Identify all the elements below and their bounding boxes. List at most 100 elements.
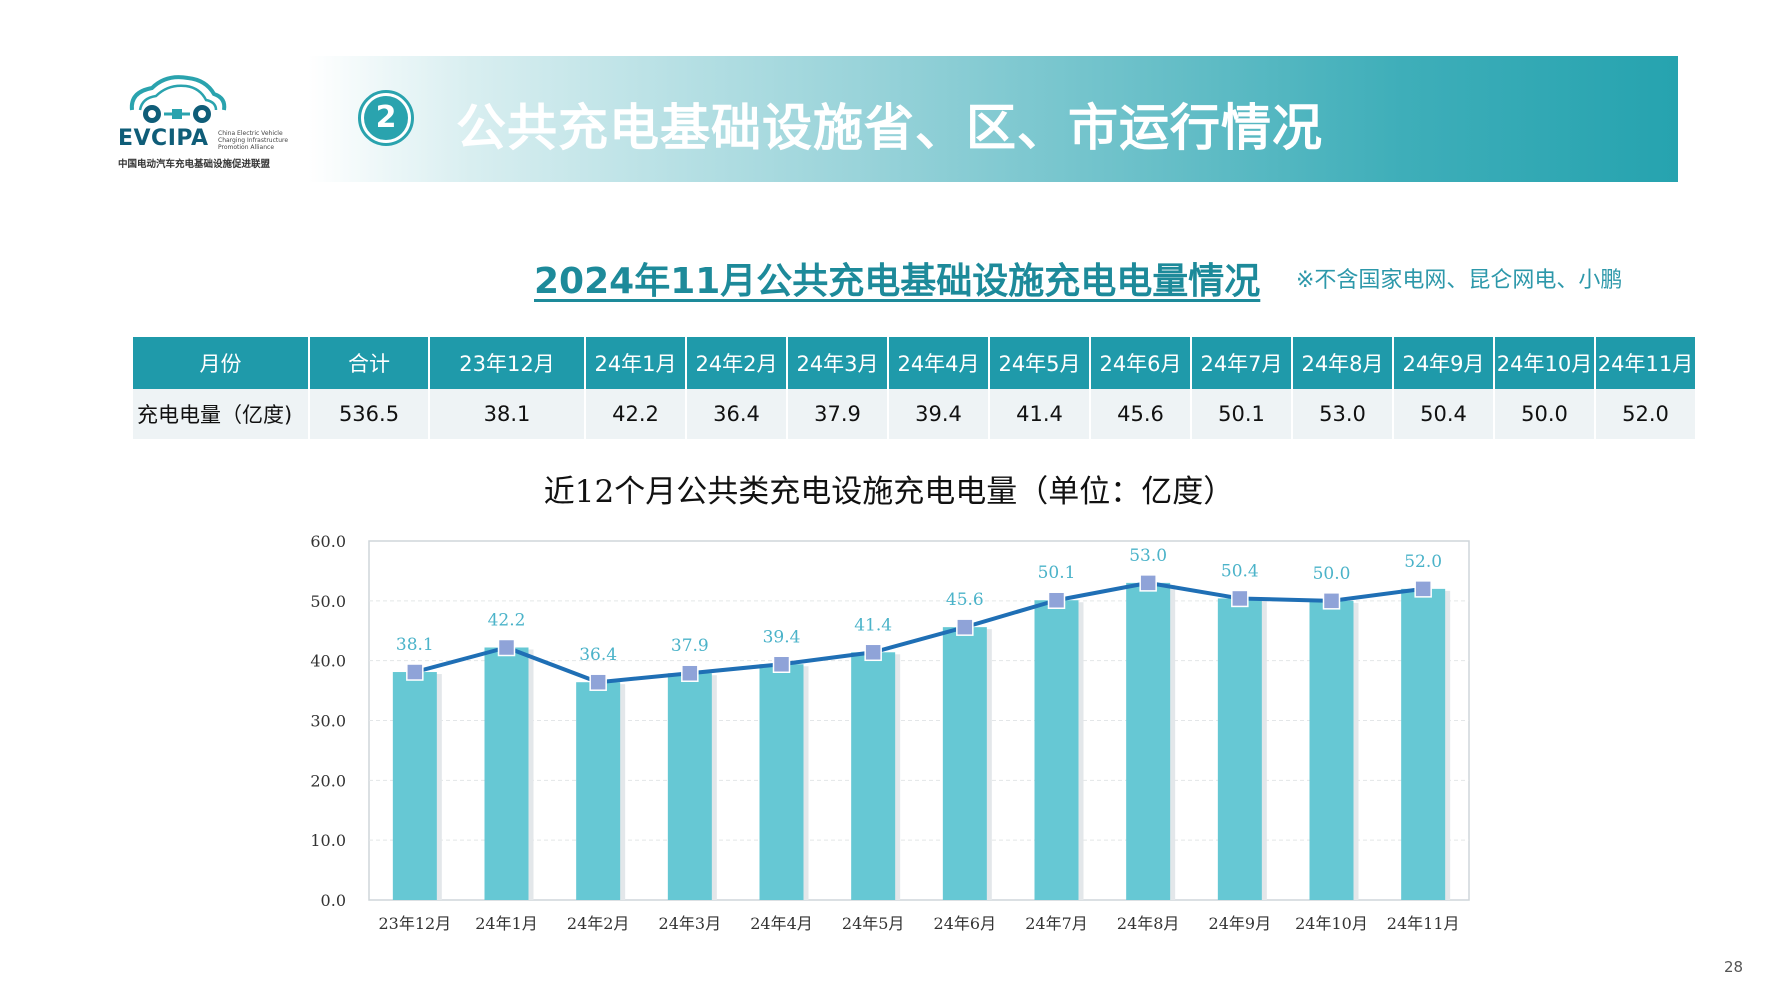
table-header-cell: 24年7月 [1191,337,1293,389]
data-label: 45.6 [946,590,984,610]
logo-name: EVCIPA [118,126,209,151]
table-cell: 39.4 [888,389,990,439]
bar [392,672,437,900]
data-label: 39.4 [763,627,801,647]
table-row-label: 充电电量（亿度) [133,389,310,439]
data-label: 53.0 [1129,546,1167,566]
line-marker [772,655,791,674]
data-label: 50.1 [1038,563,1076,583]
table-header-cell: 24年5月 [989,337,1091,389]
line-marker [1139,574,1157,592]
table-cell: 41.4 [989,389,1091,439]
table-header-cell: 23年12月 [429,337,586,389]
chart-title: 近12个月公共类充电设施充电电量（单位：亿度） [543,474,1235,510]
table-header-cell: 24年10月 [1494,337,1596,389]
x-tick-label: 24年4月 [750,914,813,933]
bar [576,682,621,900]
evcipa-logo: EVCIPA China Electric Vehicle Charging I… [118,70,298,180]
x-tick-label: 24年1月 [475,914,538,933]
y-tick-label: 30.0 [310,712,346,731]
x-tick-label: 24年8月 [1117,914,1180,933]
data-label: 52.0 [1404,552,1442,572]
x-tick-label: 24年5月 [842,914,905,933]
y-tick-label: 20.0 [310,771,346,790]
table-header-cell: 24年6月 [1090,337,1192,389]
table-header-cell: 24年11月 [1595,337,1697,389]
y-tick-label: 10.0 [310,831,346,850]
x-tick-label: 24年11月 [1387,914,1460,933]
line-marker [589,673,607,691]
bar [1309,600,1354,900]
table-cell: 42.2 [585,389,687,439]
line-marker [681,664,699,682]
data-label: 36.4 [579,645,617,665]
line-marker [497,638,516,657]
table-cell: 50.1 [1191,389,1293,439]
y-tick-label: 0.0 [321,891,346,910]
table-header-cell: 24年4月 [888,337,990,389]
table-header-cell: 合计 [309,337,430,389]
y-tick-label: 40.0 [310,652,346,671]
bar [1217,598,1262,900]
bar [759,664,804,900]
table-header-cell: 24年3月 [787,337,889,389]
line-marker [1231,589,1249,608]
data-label: 50.4 [1221,561,1259,581]
x-tick-label: 24年6月 [934,914,997,933]
x-tick-label: 24年2月 [567,914,630,933]
bar [1034,600,1079,900]
logo-chinese-name: 中国电动汽车充电基础设施促进联盟 [118,159,271,170]
bar [1126,582,1171,900]
line-marker [1322,592,1341,610]
table-cell: 50.4 [1393,389,1495,439]
bar [942,627,987,900]
table-cell: 38.1 [429,389,586,439]
x-tick-label: 24年9月 [1209,914,1272,933]
x-tick-label: 24年7月 [1025,914,1088,933]
table-cell: 52.0 [1595,389,1697,439]
line-marker [406,663,424,681]
x-tick-label: 24年10月 [1295,914,1368,933]
table-cell: 50.0 [1494,389,1596,439]
table-cell: 53.0 [1292,389,1394,439]
bar [667,673,712,900]
table-header-cell: 24年8月 [1292,337,1394,389]
table-header-cell: 24年2月 [686,337,788,389]
line-marker [864,643,882,662]
line-marker [1047,591,1066,609]
data-label: 42.2 [488,611,526,631]
y-tick-label: 60.0 [310,532,346,551]
section-subtitle: 2024年11月公共充电基础设施充电电量情况 [534,261,1261,302]
bar [851,652,896,900]
table-cell: 45.6 [1090,389,1192,439]
section-number-badge: 2 [358,90,414,146]
page-number: 28 [1724,958,1744,976]
series-line [414,580,1424,685]
exclusion-note: ※不含国家电网、昆仑网电、小鹏 [1296,268,1623,293]
data-label: 38.1 [396,635,434,655]
table-header-cell: 24年1月 [585,337,687,389]
x-tick-label: 24年3月 [659,914,722,933]
bar [1401,588,1446,900]
table-header-cell: 月份 [133,337,310,389]
table-header-cell: 24年9月 [1393,337,1495,389]
y-tick-label: 50.0 [310,592,346,611]
line-marker [956,618,974,636]
table-cell: 37.9 [787,389,889,439]
data-label: 50.0 [1313,564,1351,584]
line-marker [1414,580,1432,598]
header-band [308,56,1678,182]
x-tick-label: 23年12月 [378,914,451,933]
table-cell: 36.4 [686,389,788,439]
page-title: 公共充电基础设施省、区、市运行情况 [456,99,1323,157]
table-cell: 536.5 [309,389,430,439]
charging-volume-table: 月份 合计 23年12月 24年1月 24年2月 24年3月 24年4月 24年… [133,337,1697,439]
table-header-row: 月份 合计 23年12月 24年1月 24年2月 24年3月 24年4月 24年… [133,337,1697,389]
car-plug-icon [129,75,227,123]
logo-english-name: China Electric Vehicle Charging Infrastr… [218,130,289,151]
section-number: 2 [364,96,408,140]
bar [484,647,529,900]
table-row: 充电电量（亿度) 536.5 38.1 42.2 36.4 37.9 39.4 … [133,389,1697,439]
data-label: 41.4 [854,615,892,635]
